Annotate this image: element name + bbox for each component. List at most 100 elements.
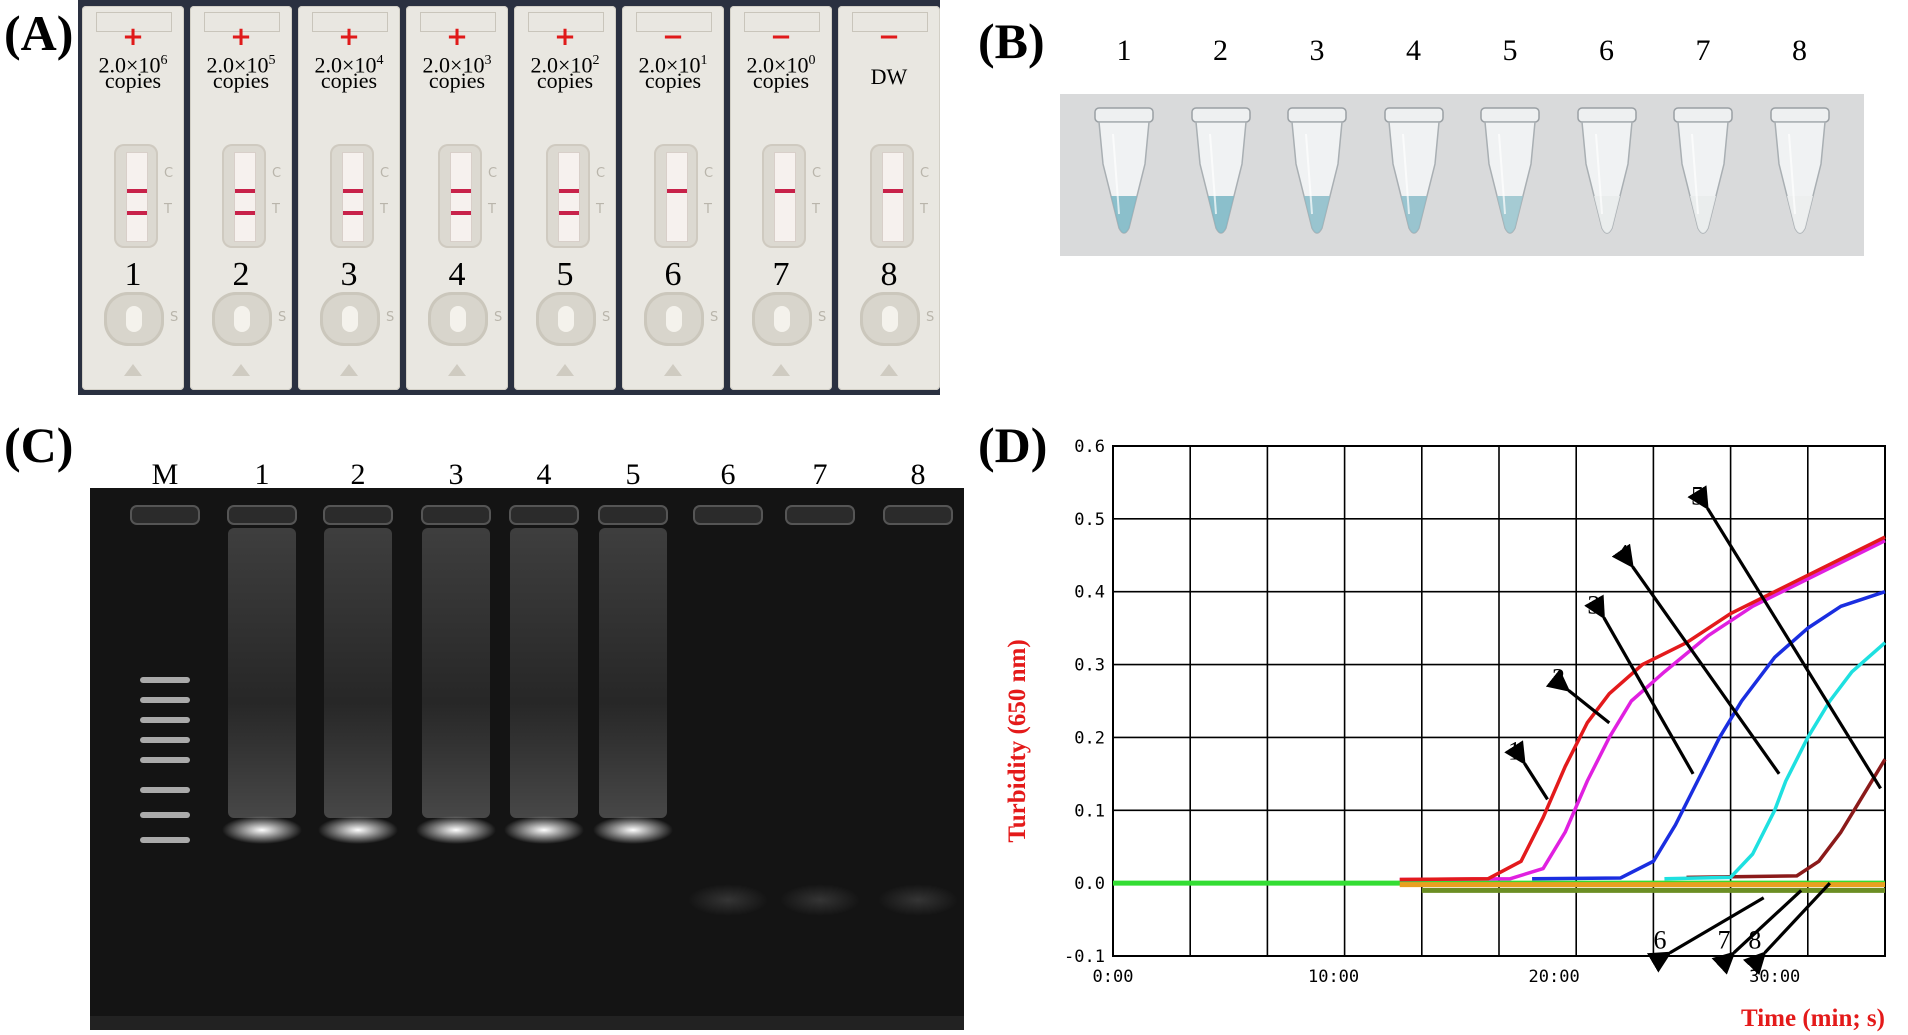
gel-well <box>693 505 763 525</box>
concentration-exponent: 2 <box>592 53 600 68</box>
concentration-exponent: 3 <box>484 53 492 68</box>
flow-arrow-icon <box>124 364 142 376</box>
curve-label-arrow <box>1545 669 1611 725</box>
strip-number: 1 <box>124 256 142 293</box>
tube-number: 6 <box>1599 34 1614 67</box>
control-line <box>883 189 903 193</box>
y-tick-label: 0.2 <box>1074 728 1105 748</box>
test-strip: −2.0×100 copies C T 7 S <box>730 6 832 390</box>
gel-lane-label: 7 <box>812 458 828 491</box>
gel-well <box>883 505 953 525</box>
sample-well <box>428 292 488 346</box>
ladder-band <box>140 717 190 723</box>
flow-arrow-icon <box>664 364 682 376</box>
sample-well <box>536 292 596 346</box>
primer-dimer-band <box>780 884 860 916</box>
control-line <box>451 189 471 193</box>
concentration-label: 2.0×104 <box>300 50 398 76</box>
concentration-label: 2.0×105 <box>192 50 290 76</box>
y-tick-label: 0.1 <box>1074 801 1105 821</box>
result-window <box>762 144 806 248</box>
test-strip: +2.0×106 copies C T 1 S <box>82 6 184 390</box>
tube-number: 8 <box>1792 34 1807 67</box>
y-axis-label: Turbidity (650 nm) <box>1004 639 1031 842</box>
flow-arrow-icon <box>556 364 574 376</box>
c-mark: C <box>920 166 930 181</box>
strip-number: 5 <box>556 256 574 293</box>
c-mark: C <box>272 166 282 181</box>
curve-label-arrow <box>1646 896 1765 973</box>
gel-lane-label: 4 <box>536 458 552 491</box>
control-line <box>235 189 255 193</box>
y-tick-label: 0.3 <box>1074 656 1105 676</box>
dna-band <box>222 816 302 844</box>
result-window <box>870 144 914 248</box>
copies-label: copies <box>536 68 594 93</box>
ladder-band <box>140 787 190 793</box>
s-mark: S <box>386 310 395 325</box>
dna-band <box>416 816 496 844</box>
concentration-exponent: 5 <box>268 53 276 68</box>
curve-label: 7 <box>1717 926 1730 955</box>
curve-label-arrow <box>1742 882 1832 976</box>
tube-number: 1 <box>1116 34 1132 67</box>
dna-smear <box>324 528 392 818</box>
result-sign: + <box>446 22 468 52</box>
membrane <box>450 152 472 242</box>
concentration-exponent: 6 <box>160 53 168 68</box>
concentration-base: 2.0×10 <box>98 52 161 78</box>
tube-icon <box>1287 107 1347 234</box>
strip-number: 4 <box>448 256 466 293</box>
result-sign: + <box>122 22 144 52</box>
test-line <box>235 211 255 215</box>
t-mark: T <box>380 202 388 217</box>
series-line-1 <box>1399 535 1886 882</box>
sample-well <box>752 292 812 346</box>
strip-number: 3 <box>340 256 358 293</box>
result-window <box>114 144 158 248</box>
y-tick-label: 0.0 <box>1074 874 1105 894</box>
ladder-band <box>140 757 190 763</box>
concentration-base: 2.0×10 <box>206 52 269 78</box>
sample-pad <box>882 306 898 332</box>
membrane <box>774 152 796 242</box>
test-line <box>343 211 363 215</box>
series-line-3 <box>1532 590 1886 881</box>
curve-label: 6 <box>1654 926 1667 955</box>
flow-arrow-icon <box>880 364 898 376</box>
t-mark: T <box>272 202 280 217</box>
strip-number: 8 <box>880 256 898 293</box>
curve-label-arrow <box>1711 889 1803 975</box>
test-strip: +2.0×105 copies C T 2 S <box>190 6 292 390</box>
tube-number: 2 <box>1213 34 1228 67</box>
strip-cap-box <box>204 12 280 32</box>
plot-area <box>1112 445 1886 957</box>
strip-number: 6 <box>664 256 682 293</box>
concentration-label: 2.0×100 <box>732 50 830 76</box>
gel-lane-label: 6 <box>720 458 736 491</box>
primer-dimer-band <box>688 884 768 916</box>
s-mark: S <box>710 310 719 325</box>
tube-icon <box>1383 107 1444 234</box>
tube-number: 4 <box>1406 34 1421 67</box>
concentration-exponent: 0 <box>808 53 816 68</box>
ladder-band <box>140 697 190 703</box>
curve-label-arrow <box>1504 740 1549 801</box>
y-tick-label: 0.5 <box>1074 510 1105 530</box>
concentration-label: 2.0×101 <box>624 50 722 76</box>
sample-well <box>320 292 380 346</box>
x-tick-label: 0:00 <box>1093 967 1134 987</box>
sample-well <box>860 292 920 346</box>
test-line <box>559 211 579 215</box>
flow-arrow-icon <box>340 364 358 376</box>
dna-band <box>593 816 673 844</box>
sample-pad <box>666 306 682 332</box>
tube-number: 5 <box>1502 34 1518 67</box>
strip-cap-box <box>312 12 388 32</box>
copies-label: copies <box>752 68 810 93</box>
curve-label-arrow <box>1687 485 1882 790</box>
sample-pad <box>234 306 250 332</box>
lateral-flow-strips-photo: +2.0×106 copies C T 1 S +2.0×105 copies C T 2 S +2.0… <box>78 0 940 395</box>
sample-well <box>644 292 704 346</box>
test-strip: +2.0×102 copies C T 5 S <box>514 6 616 390</box>
